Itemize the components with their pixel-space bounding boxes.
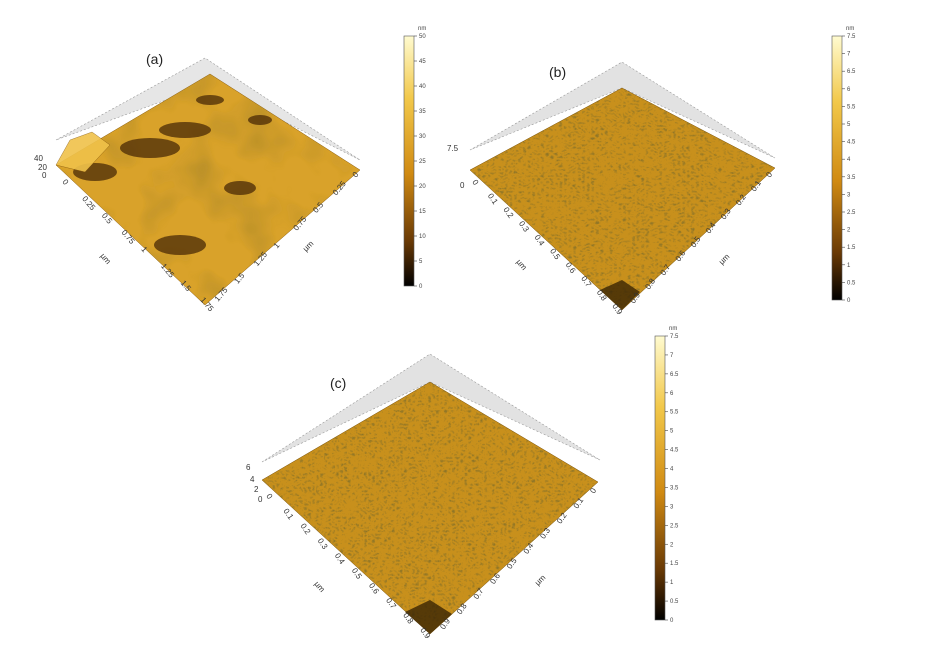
panel-c-front-edge (405, 600, 452, 634)
panel-c-surface-texture (262, 382, 598, 634)
panel-a-ridge (55, 131, 111, 173)
panel-b-colorbar-tick: 1 (847, 263, 851, 269)
panel-c-colorbar-tick: 0.5 (670, 599, 679, 605)
panel-a-label: (a) (146, 51, 163, 67)
panel-a-colorbar-unit: nm (418, 26, 426, 32)
panel-b-label: (b) (549, 64, 566, 80)
panel-a-colorbar-tick: 45 (419, 59, 426, 65)
panel-a-x-tick: 0 (60, 178, 70, 188)
panel-a-z-tick: 20 (38, 163, 47, 172)
panel-a-z-axis: 40 20 0 (34, 154, 47, 180)
panel-c-colorbar-tick: 6 (670, 391, 674, 397)
panel-c-colorbar-tick: 2 (670, 542, 674, 548)
panel-c-colorbar-tick: 3.5 (670, 485, 679, 491)
panel-b-colorbar-tick: 4 (847, 157, 851, 163)
panel-c-colorbar-tick: 7.5 (670, 334, 679, 340)
panel-b-colorbar-tick: 1.5 (847, 245, 856, 251)
panel-a-colorbar-tick: 25 (419, 159, 426, 165)
panel-b-front-edge (600, 280, 640, 310)
panel-c-colorbar-tick: 6.5 (670, 372, 679, 378)
panel-b-colorbar-ticks: 0 0.5 1 1.5 2 2.5 3 3.5 4 4.5 5 5.5 6 6.5 7 7.5 (842, 34, 856, 304)
panel-c-colorbar-tick: 1 (670, 580, 674, 586)
panel-c-y-unit: µm (533, 573, 548, 588)
panel-a-colorbar-tick: 30 (419, 134, 426, 140)
panel-c-colorbar-bar (654, 335, 666, 621)
panel-b-colorbar-tick: 6.5 (847, 69, 856, 75)
panel-b-colorbar-tick: 3 (847, 192, 851, 198)
panel-a-pits (73, 95, 272, 255)
panel-a-colorbar-tick: 50 (419, 34, 426, 40)
panel-b-colorbar-tick: 6 (847, 87, 851, 93)
panel-b-colorbar-tick: 4.5 (847, 140, 856, 146)
panel-c-colorbar-tick: 5 (670, 429, 674, 435)
panel-c-x-unit: µm (312, 580, 326, 595)
panel-b-y-tick: 0 (764, 170, 774, 179)
panel-a-colorbar-tick: 15 (419, 209, 426, 215)
panel-b-z-tick: 0 (460, 181, 465, 190)
panel-c-colorbar-tick: 2.5 (670, 523, 679, 529)
panel-a-colorbar-tick: 10 (419, 234, 426, 240)
panel-b-colorbar-tick: 7.5 (847, 34, 856, 40)
panel-c-colorbar-tick: 3 (670, 504, 674, 510)
panel-c-label: (c) (330, 375, 346, 391)
panel-c-z-tick: 4 (250, 475, 255, 484)
panel-b-x-unit: µm (514, 258, 528, 273)
panel-c-colorbar: nm 0 0.5 1 1.5 2 2.5 3 3.5 4 4.5 5 5.5 6 6.5 7 7.5 (654, 326, 679, 624)
panel-c-z-tick: 6 (246, 463, 251, 472)
panel-b-colorbar-tick: 2.5 (847, 210, 856, 216)
panel-b-colorbar-tick: 2 (847, 228, 851, 234)
panel-c-z-tick: 0 (258, 495, 263, 504)
panel-b-colorbar: nm 0 0.5 1 1.5 2 2.5 3 3.5 4 4.5 5 5.5 6 6.5 7 7.5 (831, 26, 856, 304)
panel-b-x-tick: 0 (470, 178, 480, 187)
panel-a-colorbar-tick: 35 (419, 109, 426, 115)
panel-a-x-unit: µm (98, 252, 112, 267)
panel-b-z-axis: 7.5 0 (447, 144, 465, 190)
panel-c-z-axis: 6 4 2 0 (246, 463, 263, 504)
panel-a-colorbar: nm 0 5 10 15 20 25 30 35 40 45 50 (403, 26, 426, 290)
panel-c-colorbar-tick: 0 (670, 618, 674, 624)
panel-a-x-tick: 1 (139, 245, 149, 255)
panel-a-surface-texture (56, 74, 360, 305)
panel-b-colorbar-unit: nm (846, 26, 854, 32)
panel-c-y-tick: 0 (588, 486, 598, 495)
panel-a-z-tick: 40 (34, 154, 43, 163)
panel-b-colorbar-bar (831, 35, 843, 301)
panel-b: (b) 7.5 0 00.10.20.30.40.50.60.70.80.9 0… (447, 26, 856, 317)
panel-c-z-tick: 2 (254, 485, 259, 494)
panel-b-colorbar-tick: 3.5 (847, 175, 856, 181)
panel-a-colorbar-tick: 5 (419, 259, 423, 265)
panel-a-colorbar-tick: 40 (419, 84, 426, 90)
panel-a-colorbar-bar (403, 35, 415, 287)
panel-c-box-back (261, 353, 601, 463)
panel-b-colorbar-tick: 5 (847, 122, 851, 128)
panel-a-y-tick: 0 (351, 170, 361, 180)
panel-c-colorbar-tick: 7 (670, 353, 674, 359)
panel-c-colorbar-tick: 4 (670, 467, 674, 473)
panel-b-colorbar-tick: 0 (847, 298, 851, 304)
panel-a-colorbar-ticks: 0 5 10 15 20 25 30 35 40 45 50 (414, 34, 426, 290)
panel-a-y-tick: 1 (272, 241, 282, 251)
panel-a-colorbar-tick: 20 (419, 184, 426, 190)
panel-a-y-unit: µm (301, 239, 316, 254)
panel-b-z-tick: 7.5 (447, 144, 459, 153)
panel-c-colorbar-ticks: 0 0.5 1 1.5 2 2.5 3 3.5 4 4.5 5 5.5 6 6.5 7 7.5 (665, 334, 679, 624)
panel-c-x-tick: 0 (264, 492, 274, 501)
panel-c-colorbar-tick: 5.5 (670, 410, 679, 416)
panel-c-colorbar-tick: 1.5 (670, 561, 679, 567)
panel-c: (c) 6 4 2 0 00.10.20.30.40.50.60.70.80.9… (246, 326, 679, 641)
panel-b-box-back (469, 61, 776, 159)
panel-a-z-tick: 0 (42, 171, 47, 180)
panel-a-colorbar-tick: 0 (419, 284, 423, 290)
panel-b-surface-texture (470, 88, 775, 310)
panel-b-colorbar-tick: 5.5 (847, 104, 856, 110)
panel-b-y-unit: µm (717, 252, 732, 267)
panel-c-colorbar-unit: nm (669, 326, 677, 332)
panel-b-colorbar-tick: 0.5 (847, 280, 856, 286)
panel-b-colorbar-tick: 7 (847, 52, 851, 58)
panel-c-colorbar-tick: 4.5 (670, 448, 679, 454)
